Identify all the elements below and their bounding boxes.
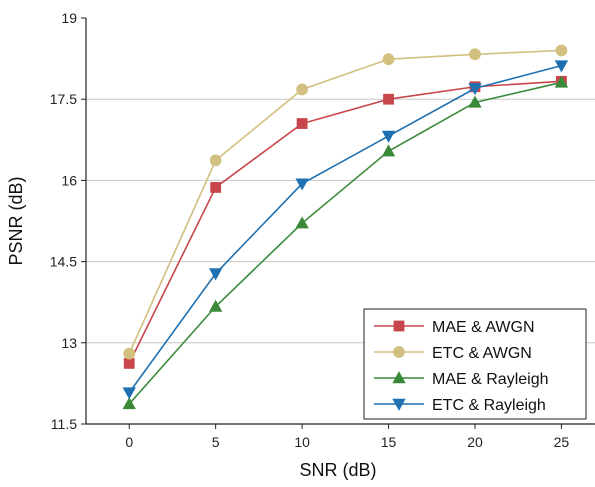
x-tick-label: 20: [467, 434, 483, 450]
x-axis-title: SNR (dB): [299, 460, 376, 480]
legend-label: ETC & Rayleigh: [432, 397, 546, 414]
data-point: [382, 53, 395, 66]
data-point: [209, 154, 222, 167]
legend-item: MAE & Rayleigh: [374, 371, 549, 388]
axes: [81, 17, 595, 429]
x-tick-label: 25: [554, 434, 570, 450]
series-mae-rayleigh: [122, 75, 569, 410]
legend-marker: [393, 320, 405, 332]
data-point: [295, 216, 309, 229]
series-etc-awgn: [123, 44, 568, 360]
data-point: [468, 83, 482, 96]
x-tick-label: 0: [125, 434, 133, 450]
tick-labels: 11.5 13 14.5 16 17.5 19 0 5 10 15 20 25: [50, 10, 570, 450]
y-tick-label: 19: [61, 10, 77, 26]
x-tick-label: 10: [294, 434, 310, 450]
y-axis-title: PSNR (dB): [6, 176, 26, 265]
data-point: [296, 118, 308, 129]
data-point: [469, 48, 481, 61]
legend-item: ETC & AWGN: [374, 345, 532, 362]
data-point: [208, 299, 223, 312]
series-line: [128, 49, 562, 354]
data-point: [122, 397, 136, 410]
series-line: [128, 64, 562, 394]
data-series: [122, 44, 569, 410]
series-etc-rayleigh: [122, 60, 569, 400]
data-point: [554, 75, 569, 88]
data-point: [208, 268, 223, 281]
y-tick-label: 13: [61, 335, 77, 351]
data-point: [123, 357, 135, 369]
grid-lines: [86, 98, 595, 344]
legend-item: MAE & AWGN: [374, 319, 535, 336]
data-point: [383, 93, 394, 105]
legend-label: MAE & Rayleigh: [432, 371, 549, 388]
data-point: [555, 44, 568, 57]
data-point: [381, 130, 396, 143]
legend-marker: [393, 346, 405, 358]
y-tick-label: 16: [61, 172, 77, 188]
x-tick-label: 15: [381, 434, 397, 450]
x-tick-label: 5: [212, 434, 220, 450]
y-tick-label: 14.5: [50, 254, 77, 270]
data-point: [295, 178, 309, 191]
legend-label: ETC & AWGN: [432, 345, 532, 362]
series-line: [128, 81, 562, 405]
y-tick-label: 17.5: [50, 91, 77, 107]
legend-marker: [392, 371, 406, 384]
legend-marker: [392, 398, 406, 411]
legend-item: ETC & Rayleigh: [374, 397, 546, 414]
series-line: [128, 80, 562, 364]
data-point: [381, 144, 396, 157]
data-point: [554, 60, 569, 73]
data-point: [468, 95, 482, 108]
legend: MAE & AWGN ETC & AWGN MAE & Rayleigh ETC & …: [363, 308, 587, 420]
y-tick-label: 11.5: [51, 416, 77, 432]
data-point: [122, 387, 136, 400]
legend-label: MAE & AWGN: [432, 319, 535, 336]
data-point: [296, 83, 309, 96]
data-point: [210, 182, 222, 193]
data-point: [123, 347, 136, 360]
